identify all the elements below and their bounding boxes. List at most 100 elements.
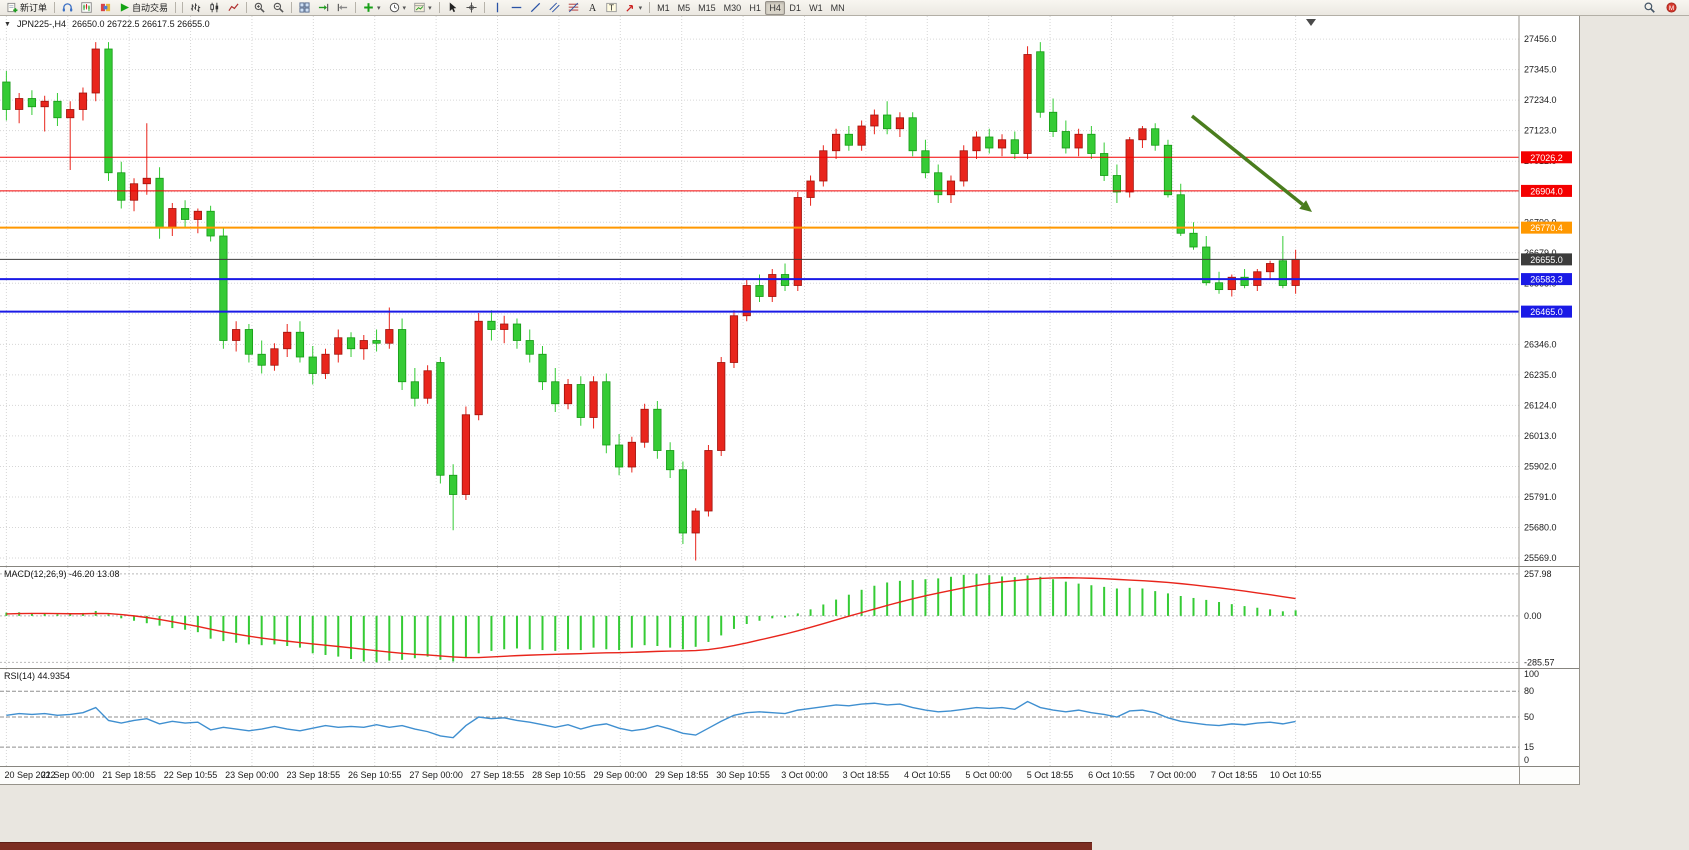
candle-body	[1189, 232, 1198, 248]
timeframe-w1-button[interactable]: W1	[809, 2, 823, 13]
price-chart-svg[interactable]: 27456.027345.027234.027123.027012.026901…	[0, 16, 1579, 566]
templates-button[interactable]: ▾	[410, 1, 436, 15]
price-panel: 27456.027345.027234.027123.027012.026901…	[0, 16, 1579, 566]
indicators-button[interactable]: ▾	[359, 1, 385, 15]
autotrading-button[interactable]: 自动交易	[115, 1, 172, 15]
candle	[959, 145, 968, 187]
timeframe-m5-button[interactable]: M5	[677, 2, 691, 13]
macd-axis-label: 257.98	[1524, 569, 1552, 579]
candle	[385, 307, 394, 349]
text-button[interactable]: A	[583, 1, 602, 15]
candle-body	[1265, 263, 1275, 273]
candle-body	[793, 197, 802, 286]
toolbar-separator	[54, 2, 56, 13]
candle-body	[1100, 153, 1109, 176]
price-axis-label: 27345.0	[1524, 65, 1557, 75]
market-watch-button[interactable]	[96, 1, 115, 15]
timeframe-m30-button[interactable]: M30	[723, 2, 742, 13]
vertical-line-button[interactable]	[488, 1, 507, 15]
crosshair-button[interactable]	[462, 1, 481, 15]
bar-chart-button[interactable]	[186, 1, 205, 15]
arrow-shape-icon	[625, 2, 636, 13]
candle-body	[270, 348, 279, 366]
rsi-axis-label: 100	[1524, 669, 1539, 679]
horizontal-line-button[interactable]	[507, 1, 526, 15]
candle	[168, 203, 177, 236]
trend-arrow-annotation[interactable]	[1190, 114, 1304, 206]
candle	[1278, 236, 1287, 289]
timeframe-mn-button[interactable]: MN	[830, 2, 845, 13]
candle	[831, 128, 841, 159]
candle	[1151, 123, 1160, 151]
candle-body	[640, 408, 649, 443]
candle	[793, 192, 802, 291]
candle	[487, 310, 496, 341]
fibonacci-icon	[568, 2, 579, 13]
candle-body	[717, 362, 726, 451]
candlestick-chart-button[interactable]	[205, 1, 224, 15]
time-axis-label: 22 Sep 10:55	[163, 770, 218, 780]
auto-scroll-button[interactable]	[314, 1, 333, 15]
new-order-button[interactable]: 新订单	[3, 1, 51, 15]
candle	[1291, 249, 1300, 294]
panel-separator-rsi[interactable]	[0, 668, 1579, 669]
candle	[985, 128, 994, 154]
candle-body	[91, 48, 100, 94]
arrows-button[interactable]: ▾	[621, 1, 647, 15]
price-axis-label: 25569.0	[1524, 553, 1557, 563]
rsi-line	[6, 700, 1296, 739]
text-label-button[interactable]: T	[602, 1, 621, 15]
cursor-button[interactable]	[443, 1, 462, 15]
price-axis-label: 25680.0	[1524, 523, 1557, 533]
timeframe-d1-button[interactable]: D1	[789, 2, 801, 13]
channel-button[interactable]	[545, 1, 564, 15]
candle-body	[576, 384, 585, 418]
text-icon: A	[587, 2, 598, 13]
search-button[interactable]	[1640, 1, 1659, 15]
timeframe-h4-button[interactable]: H4	[765, 0, 786, 15]
candle-body	[691, 510, 700, 534]
macd-chart-svg[interactable]: 257.98 0.00 -285.57	[0, 567, 1579, 668]
candle	[589, 376, 598, 429]
zoom-in-button[interactable]	[250, 1, 269, 15]
candle-body	[2, 81, 11, 110]
candle-body	[870, 114, 879, 127]
new-chart-button[interactable]	[77, 1, 96, 15]
candle	[576, 376, 585, 426]
community-button[interactable]: M	[1662, 1, 1681, 15]
line-chart-button[interactable]	[224, 1, 243, 15]
chart-menu-caret-icon[interactable]: ▼	[4, 20, 11, 28]
timeframe-m1-button[interactable]: M1	[657, 2, 670, 13]
candle	[244, 324, 254, 363]
price-axis-label: 26679.0	[1524, 248, 1557, 258]
trend-arrow-head	[1299, 200, 1312, 212]
candle-body	[1214, 282, 1224, 291]
time-axis-label: 27 Sep 00:00	[409, 770, 463, 780]
rsi-chart-svg[interactable]: 100 80 50 15 0	[0, 669, 1579, 766]
candle	[334, 329, 343, 363]
timeframe-m15-button[interactable]: M15	[698, 2, 716, 13]
candle-body	[1112, 175, 1122, 193]
chart-shift-button[interactable]	[333, 1, 352, 15]
time-axis-label: 5 Oct 18:55	[1026, 770, 1074, 780]
chart-shift-marker[interactable]	[1306, 19, 1316, 26]
sound-alert-button[interactable]	[58, 1, 77, 15]
time-axis-label: 10 Oct 10:55	[1269, 770, 1322, 780]
zoom-out-button[interactable]	[269, 1, 288, 15]
template-icon	[414, 2, 425, 13]
candle-body	[1125, 139, 1134, 193]
periods-button[interactable]: ▾	[385, 1, 411, 15]
trendline-button[interactable]	[526, 1, 545, 15]
candle-body	[1278, 260, 1287, 286]
hline-icon	[511, 2, 522, 13]
fibonacci-button[interactable]	[564, 1, 583, 15]
candle	[449, 464, 458, 531]
macd-axis-label: -285.57	[1524, 657, 1555, 667]
panel-separator-macd[interactable]	[0, 566, 1579, 567]
line-chart-icon	[228, 2, 239, 13]
toolbar-right-group: M	[1640, 1, 1686, 15]
timeframe-h1-button[interactable]: H1	[749, 2, 761, 13]
rsi-axis-label: 15	[1524, 742, 1534, 752]
time-axis-label: 28 Sep 10:55	[532, 770, 586, 780]
tile-windows-button[interactable]	[295, 1, 314, 15]
